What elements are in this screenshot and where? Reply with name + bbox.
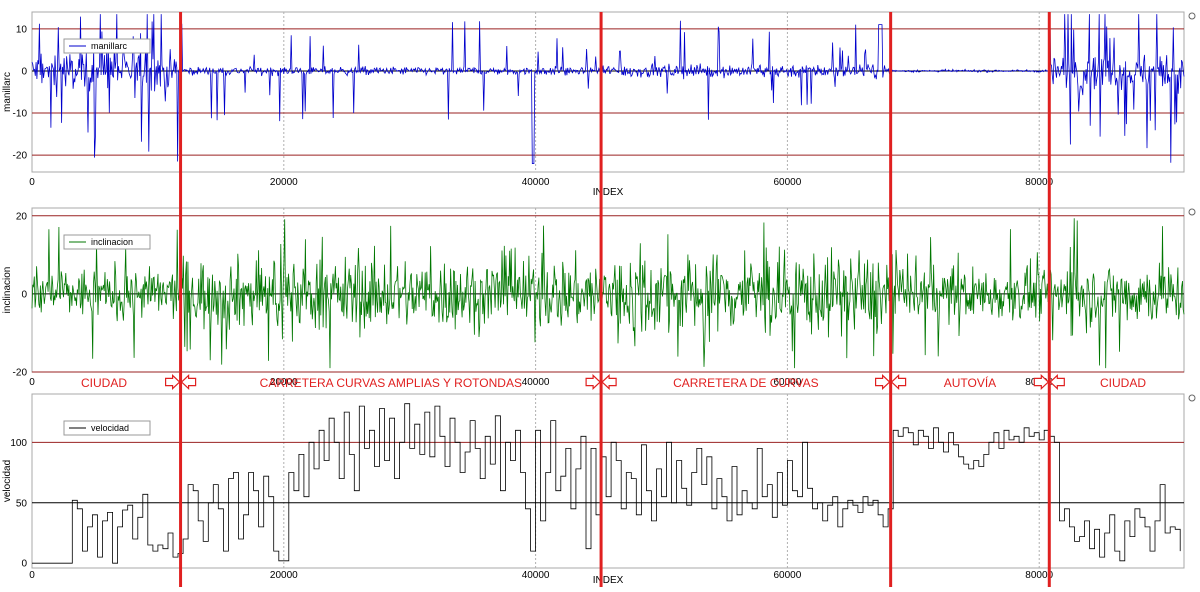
y-tick-label: 0 <box>21 66 27 77</box>
x-tick-label: 20000 <box>270 377 298 388</box>
panel-manillarc: 10 0 -10 -20 0 20000 40000 60000 80000 manillarc I… <box>2 11 1196 198</box>
arrow-left-icon <box>1049 374 1065 390</box>
segment-label: CARRETERA CURVAS AMPLIAS Y ROTONDAS <box>260 376 522 390</box>
panel-velocidad: 100 50 00 20000 40000 60000 80000 velocidad INDE… <box>2 393 1196 586</box>
arrow-left-icon <box>180 374 197 390</box>
x-tick-label: 0 <box>29 570 35 581</box>
x-axis-title: INDEX <box>593 575 624 586</box>
x-tick-label: 40000 <box>522 177 550 188</box>
x-tick-label: 40000 <box>522 570 550 581</box>
panel-corner-circle <box>1188 208 1196 216</box>
x-tick-label: 60000 <box>774 377 802 388</box>
series-line-velocidad <box>32 403 1181 564</box>
arrow-right-icon <box>1033 374 1050 390</box>
y-axis-title: manillarc <box>2 72 13 112</box>
legend-label: inclinacion <box>91 237 133 247</box>
y-tick-label: -20 <box>13 151 28 162</box>
y-axis-title: inclinacion <box>2 267 13 314</box>
segment-label: CIUDAD <box>81 376 127 390</box>
arrow-right-icon <box>874 374 891 390</box>
y-tick-label: 50 <box>16 498 28 509</box>
plot-frame <box>31 393 1185 569</box>
x-tick-label: 20000 <box>270 570 298 581</box>
y-tick-label: 10 <box>16 24 28 35</box>
x-tick-label: 80000 <box>1025 570 1053 581</box>
x-axis-title: INDEX <box>593 187 624 198</box>
y-tick-label: -10 <box>13 109 28 120</box>
legend-box <box>63 234 151 250</box>
x-tick-label: 60000 <box>774 570 802 581</box>
arrow-right-icon <box>585 374 601 390</box>
series-line-manillarc <box>31 14 1185 165</box>
legend-label: manillarc <box>91 41 128 51</box>
segment-label: CARRETERA DE CURVAS <box>673 376 819 390</box>
y-tick-label: 20 <box>16 211 28 222</box>
legend-box <box>63 420 151 436</box>
segment-label: CIUDAD <box>1100 376 1146 390</box>
y-tick-label: -20 <box>13 368 28 379</box>
legend-box <box>63 38 151 54</box>
plot-frame <box>31 11 1185 173</box>
y-tick-label: 100 <box>10 438 27 449</box>
arrow-left-icon <box>890 374 907 390</box>
x-tick-label: 0 <box>29 377 35 388</box>
y-axis-title: velocidad <box>2 460 13 502</box>
panel-inclinacion: 200-20020000400006000080000inclinacionin… <box>2 207 1196 388</box>
legend-label: velocidad <box>91 423 129 433</box>
x-tick-label: 20000 <box>270 177 298 188</box>
arrow-left-icon <box>601 374 617 390</box>
series-line-inclinacion <box>31 218 1185 369</box>
x-tick-label: 80000 <box>1025 177 1053 188</box>
x-tick-label: 40000 <box>522 377 550 388</box>
panel-corner-circle <box>1188 12 1196 20</box>
plot-frame <box>31 207 1185 373</box>
segment-label: AUTOVÍA <box>944 375 996 390</box>
y-tick-label: 0 <box>21 559 27 570</box>
panel-corner-circle <box>1188 394 1196 402</box>
arrow-right-icon <box>165 374 181 390</box>
x-tick-label: 0 <box>29 177 35 188</box>
x-tick-label: 60000 <box>774 177 802 188</box>
y-tick-label: 0 <box>21 289 27 300</box>
